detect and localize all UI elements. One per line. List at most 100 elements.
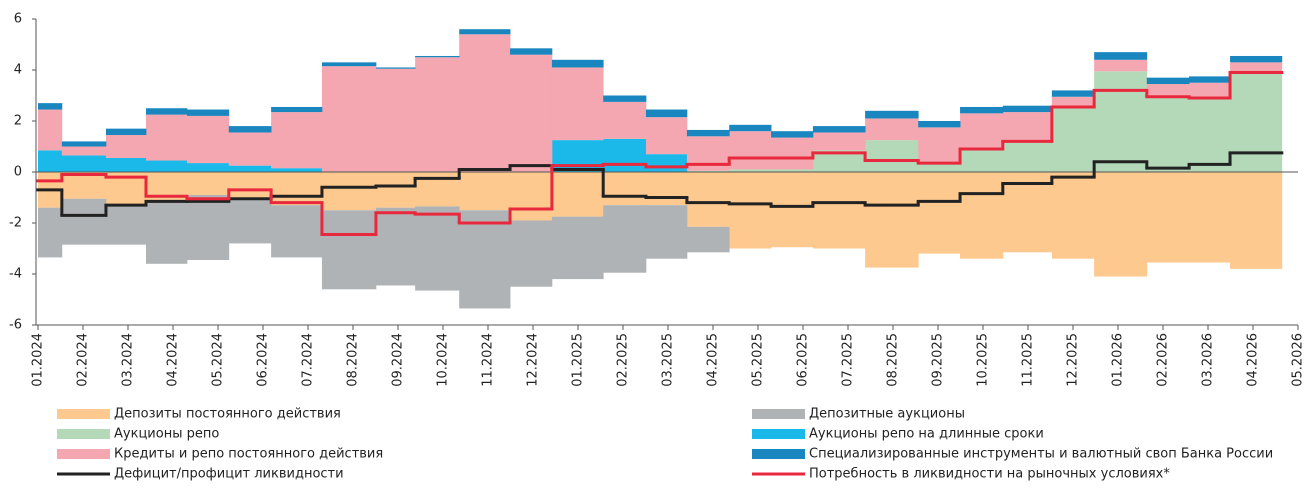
- bar-segment: [686, 226, 730, 253]
- bar-segment: [1146, 77, 1190, 85]
- x-tick-label: 12.2025: [1066, 333, 1081, 387]
- bars: [38, 29, 1283, 309]
- bar-segment: [510, 48, 553, 55]
- bar-segment: [1094, 172, 1148, 277]
- bar-segment: [510, 220, 553, 287]
- bar-segment: [510, 172, 553, 221]
- bar-segment: [61, 155, 107, 172]
- x-tick-label: 11.2025: [1021, 333, 1036, 387]
- bar-segment: [186, 109, 230, 116]
- bar-segment: [375, 207, 416, 286]
- bar-segment: [865, 118, 919, 141]
- legend-label: Аукционы репо: [114, 427, 219, 442]
- bar-segment: [771, 137, 814, 170]
- bar-segment: [1002, 172, 1053, 253]
- bar-segment: [228, 165, 272, 172]
- bar-segment: [459, 29, 511, 35]
- x-tick-label: 09.2024: [391, 333, 406, 387]
- bar-segment: [729, 124, 772, 132]
- legend-swatch: [57, 449, 110, 459]
- y-tick-label: -4: [9, 267, 22, 282]
- bar-segment: [459, 172, 511, 211]
- legend-label: Кредиты и репо постоянного действия: [114, 447, 383, 462]
- legend-label: Потребность в ликвидности на рыночных ус…: [809, 467, 1170, 482]
- bar-segment: [271, 112, 323, 169]
- bar-segment: [228, 197, 272, 244]
- bar-segment: [645, 172, 688, 206]
- bar-segment: [1002, 105, 1053, 113]
- bar-segment: [771, 169, 814, 172]
- step-line: [36, 71, 1284, 236]
- x-tick-label: 07.2025: [841, 333, 856, 387]
- bar-segment: [321, 210, 377, 290]
- bar-segment: [38, 150, 63, 172]
- legend-label: Депозитные аукционы: [809, 407, 965, 422]
- bar-segment: [551, 172, 604, 217]
- x-tick-label: 05.2026: [1291, 333, 1306, 387]
- x-tick-label: 04.2025: [706, 333, 721, 387]
- bar-segment: [1189, 98, 1231, 172]
- bar-segment: [105, 157, 147, 172]
- y-tick-label: 6: [14, 12, 22, 27]
- x-tick-label: 03.2024: [121, 333, 136, 387]
- bar-segment: [812, 126, 866, 133]
- bar-segment: [105, 128, 147, 136]
- legend-swatch: [57, 409, 110, 419]
- bar-segment: [1230, 172, 1283, 269]
- y-tick-label: 0: [14, 165, 22, 180]
- bar-segment: [38, 103, 63, 110]
- bar-segment: [645, 154, 688, 172]
- bar-segment: [771, 131, 814, 138]
- bar-segment: [865, 172, 919, 268]
- bar-segment: [146, 114, 188, 161]
- bar-segment: [1051, 96, 1095, 106]
- bar-segment: [603, 95, 647, 102]
- x-tick-label: 06.2025: [796, 333, 811, 387]
- bar-segment: [918, 161, 961, 172]
- bar-segment: [1094, 52, 1148, 60]
- bar-segment: [459, 34, 511, 172]
- bar-segment: [603, 101, 647, 139]
- y-tick-label: -2: [9, 216, 22, 231]
- bar-segment: [61, 146, 107, 156]
- x-tick-label: 04.2024: [166, 333, 181, 387]
- bar-segment: [1189, 172, 1231, 263]
- legend-label: Депозиты постоянного действия: [114, 407, 341, 422]
- bar-segment: [960, 113, 1004, 150]
- bar-segment: [918, 172, 961, 254]
- bar-segment: [1002, 112, 1053, 142]
- x-tick-label: 10.2024: [436, 333, 451, 387]
- bar-segment: [1189, 82, 1231, 99]
- bar-segment: [1146, 172, 1190, 263]
- bar-segment: [228, 126, 272, 133]
- y-tick-label: -6: [9, 318, 22, 333]
- bar-segment: [603, 172, 647, 206]
- bar-segment: [38, 207, 63, 258]
- bar-segment: [271, 205, 323, 258]
- bar-segment: [38, 109, 63, 151]
- bar-segment: [1230, 55, 1283, 63]
- bar-segment: [321, 66, 377, 172]
- bar-segment: [271, 168, 323, 172]
- x-tick-label: 08.2024: [346, 333, 361, 387]
- bar-segment: [729, 169, 772, 172]
- x-tick-label: 02.2025: [616, 333, 631, 387]
- bar-segment: [459, 210, 511, 309]
- x-tick-label: 02.2024: [76, 333, 91, 387]
- bar-segment: [1051, 172, 1095, 259]
- bar-segment: [186, 194, 230, 260]
- x-tick-label: 05.2025: [751, 333, 766, 387]
- bar-segment: [375, 67, 416, 69]
- bar-segment: [1146, 96, 1190, 172]
- x-tick-label: 01.2026: [1111, 333, 1126, 387]
- bar-segment: [415, 55, 460, 58]
- bar-segment: [375, 172, 416, 208]
- bar-segment: [551, 67, 604, 141]
- bar-segment: [1094, 59, 1148, 72]
- bar-segment: [603, 138, 647, 172]
- bar-segment: [645, 117, 688, 155]
- bar-segment: [61, 141, 107, 147]
- bar-segment: [918, 121, 961, 128]
- bar-segment: [146, 200, 188, 264]
